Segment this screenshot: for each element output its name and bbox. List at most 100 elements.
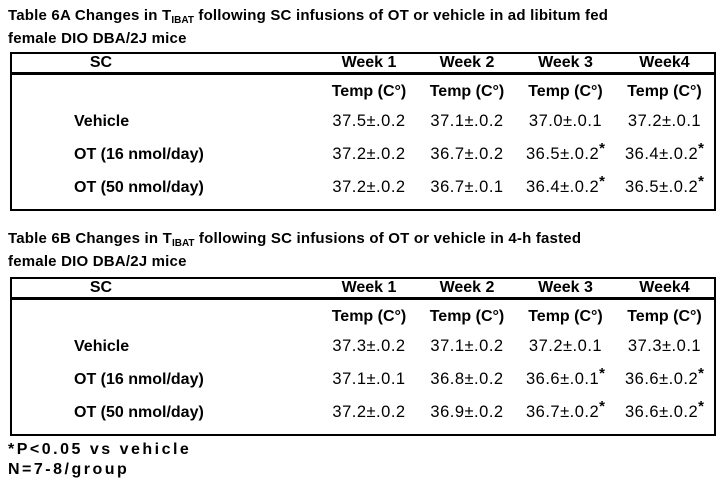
value-cell: 36.4±.0.2* <box>516 173 615 197</box>
value-cell: 37.2±.0.2 <box>320 403 418 422</box>
value-text: 37.1±.0.1 <box>332 370 406 388</box>
subheader-temp-week1: Temp (C°) <box>331 82 407 100</box>
value-text: 37.0±.0.1 <box>528 112 603 130</box>
caption-subscript-ibat: IBAT <box>171 238 195 249</box>
value-text: 37.2±.0.1 <box>528 337 603 355</box>
significance-asterisk: * <box>599 398 606 415</box>
row-label: OT (16 nmol/day) <box>74 145 204 163</box>
value-cell: 36.7±.0.1 <box>418 178 516 197</box>
column-header-week3: Week 3 <box>538 54 593 71</box>
row-label: OT (16 nmol/day) <box>74 370 204 388</box>
value-cell: 37.1±.0.2 <box>418 112 516 131</box>
value-text: 37.3±.0.1 <box>627 337 702 355</box>
table-6a-caption-line-1: Table 6A Changes in TIBAT following SC i… <box>8 5 721 28</box>
significance-asterisk: * <box>599 140 606 157</box>
value-cell: 37.2±.0.1 <box>516 337 615 356</box>
significance-asterisk: * <box>599 365 606 382</box>
table-6b-header-row: SC Week 1 Week 2 Week 3 Week4 <box>12 279 714 300</box>
caption-text: Table 6A Changes in T <box>8 7 172 24</box>
caption-text: following SC infusions of OT or vehicle … <box>194 7 609 24</box>
value-text: 36.7±.0.2 <box>430 145 504 163</box>
value-cell: 36.7±.0.2 <box>418 145 516 164</box>
table-6b: SC Week 1 Week 2 Week 3 Week4 Temp (C°) … <box>10 277 716 436</box>
table-6b-caption-line-1: Table 6B Changes in TIBAT following SC i… <box>8 228 721 251</box>
subheader-temp-week2: Temp (C°) <box>429 82 505 100</box>
table-row-vehicle: Vehicle 37.5±.0.2 37.1±.0.2 37.0±.0.1 37… <box>12 105 714 138</box>
table-row-ot-50: OT (50 nmol/day) 37.2±.0.2 36.9±.0.2 36.… <box>12 396 714 429</box>
value-cell: 37.2±.0.2 <box>320 178 418 197</box>
value-cell: 36.6±.0.1* <box>516 365 615 389</box>
subheader-temp-week1: Temp (C°) <box>331 307 407 325</box>
value-cell: 37.5±.0.2 <box>320 112 418 131</box>
table-row-ot-50: OT (50 nmol/day) 37.2±.0.2 36.7±.0.1 36.… <box>12 171 714 204</box>
subheader-temp-week2: Temp (C°) <box>429 307 505 325</box>
value-text: 37.2±.0.2 <box>332 145 406 163</box>
table-6b-section: Table 6B Changes in TIBAT following SC i… <box>0 211 721 436</box>
column-header-sc: SC <box>89 54 113 71</box>
column-header-week4: Week4 <box>639 54 690 71</box>
value-cell: 37.2±.0.2 <box>320 145 418 164</box>
significance-asterisk: * <box>698 398 705 415</box>
table-6a: SC Week 1 Week 2 Week 3 Week4 Temp (C°) … <box>10 52 716 211</box>
subheader-temp-week3: Temp (C°) <box>528 307 603 325</box>
row-label: Vehicle <box>74 337 130 355</box>
column-header-week4: Week4 <box>639 279 690 296</box>
caption-text: Table 6B Changes in T <box>8 230 172 247</box>
subheader-temp-week4: Temp (C°) <box>627 307 702 325</box>
subheader-temp-week3: Temp (C°) <box>528 82 603 100</box>
table-6a-caption: Table 6A Changes in TIBAT following SC i… <box>0 0 721 52</box>
table-6b-subheader-row: Temp (C°) Temp (C°) Temp (C°) Temp (C°) <box>12 300 714 330</box>
column-header-week1: Week 1 <box>341 54 397 71</box>
table-row-ot-16: OT (16 nmol/day) 37.1±.0.1 36.8±.0.2 36.… <box>12 363 714 396</box>
value-text: 36.4±.0.2 <box>624 145 699 163</box>
column-header-week1: Week 1 <box>341 279 397 296</box>
value-cell: 36.9±.0.2 <box>418 403 516 422</box>
column-header-week2: Week 2 <box>439 54 495 71</box>
value-cell: 37.2±.0.1 <box>615 112 714 131</box>
subheader-temp-week4: Temp (C°) <box>627 82 702 100</box>
value-text: 36.7±.0.1 <box>430 178 504 196</box>
value-text: 36.5±.0.2 <box>624 178 699 196</box>
value-cell: 37.0±.0.1 <box>516 112 615 131</box>
significance-asterisk: * <box>698 173 705 190</box>
significance-asterisk: * <box>698 365 705 382</box>
table-row-ot-16: OT (16 nmol/day) 37.2±.0.2 36.7±.0.2 36.… <box>12 138 714 171</box>
table-6a-header-row: SC Week 1 Week 2 Week 3 Week4 <box>12 54 714 75</box>
value-cell: 37.3±.0.2 <box>320 337 418 356</box>
value-cell: 36.5±.0.2* <box>516 140 615 164</box>
value-text: 36.8±.0.2 <box>430 370 504 388</box>
table-6a-section: Table 6A Changes in TIBAT following SC i… <box>0 0 721 211</box>
caption-text: following SC infusions of OT or vehicle … <box>194 230 582 247</box>
caption-subscript-ibat: IBAT <box>171 15 194 26</box>
value-text: 37.2±.0.1 <box>627 112 702 130</box>
table-6a-caption-line-2: female DIO DBA/2J mice <box>8 30 187 47</box>
column-header-week2: Week 2 <box>439 279 495 296</box>
value-text: 36.7±.0.2 <box>525 403 600 421</box>
value-cell: 36.6±.0.2* <box>615 398 714 422</box>
column-header-sc: SC <box>89 279 113 296</box>
value-cell: 36.5±.0.2* <box>615 173 714 197</box>
row-label: OT (50 nmol/day) <box>74 403 204 421</box>
column-header-week3: Week 3 <box>538 279 593 296</box>
value-text: 37.1±.0.2 <box>430 112 504 130</box>
value-text: 37.2±.0.2 <box>332 178 406 196</box>
significance-asterisk: * <box>698 140 705 157</box>
table-row-vehicle: Vehicle 37.3±.0.2 37.1±.0.2 37.2±.0.1 37… <box>12 330 714 363</box>
value-cell: 36.6±.0.2* <box>615 365 714 389</box>
row-label: OT (50 nmol/day) <box>74 178 204 196</box>
value-cell: 36.7±.0.2* <box>516 398 615 422</box>
value-text: 36.6±.0.2 <box>624 370 699 388</box>
footnote-significance: *P<0.05 vs vehicle <box>8 441 192 458</box>
value-text: 36.5±.0.2 <box>525 145 600 163</box>
value-cell: 37.3±.0.1 <box>615 337 714 356</box>
value-cell: 37.1±.0.1 <box>320 370 418 389</box>
value-cell: 36.8±.0.2 <box>418 370 516 389</box>
table-6b-caption: Table 6B Changes in TIBAT following SC i… <box>0 211 721 277</box>
value-text: 36.6±.0.1 <box>525 370 600 388</box>
table-6b-caption-line-2: female DIO DBA/2J mice <box>8 253 187 270</box>
row-label: Vehicle <box>74 112 130 130</box>
footnote-sample-size: N=7-8/group <box>8 461 130 478</box>
value-text: 36.4±.0.2 <box>525 178 600 196</box>
value-cell: 37.1±.0.2 <box>418 337 516 356</box>
